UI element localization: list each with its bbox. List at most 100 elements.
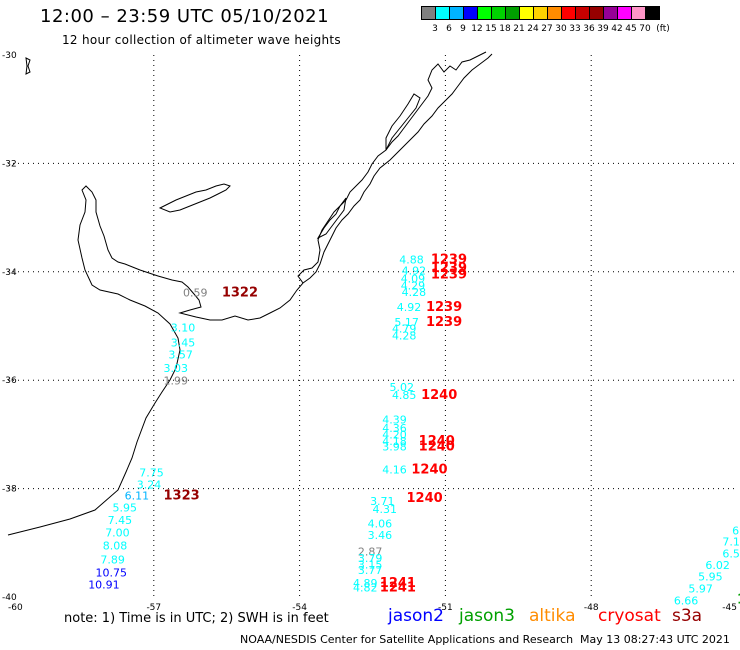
longitude-tick-label: -54 xyxy=(292,603,307,613)
wave-height-value: 5.02 xyxy=(390,381,415,394)
longitude-tick-label: -51 xyxy=(438,603,453,613)
colorbar-label: 30 xyxy=(555,24,567,34)
wave-height-value: 3.15 xyxy=(358,558,383,571)
latitude-tick-label: -40 xyxy=(2,593,17,603)
wave-height-value: 3.98 xyxy=(382,441,407,454)
wave-height-value: 4.89 xyxy=(353,577,378,590)
latitude-tick-label: -30 xyxy=(2,51,17,61)
credit-line: NOAA/NESDIS Center for Satellite Applica… xyxy=(240,633,574,646)
wave-height-value: 5.97 xyxy=(688,583,713,596)
wave-height-value: 4.39 xyxy=(382,414,407,427)
wave-height-value: 1.99 xyxy=(164,375,189,388)
colorbar-label: 39 xyxy=(597,24,609,34)
wave-height-value: 4.36 xyxy=(382,422,407,435)
pass-time-label: 1322 xyxy=(222,286,258,301)
wave-height-value: 5.95 xyxy=(112,501,136,514)
colorbar-label: 12 xyxy=(471,24,483,34)
pass-time-label: 1241 xyxy=(380,581,416,596)
wave-height-value: 7.75 xyxy=(139,467,164,480)
wave-height-value: 3.79 xyxy=(358,552,383,565)
wave-height-value: 3.57 xyxy=(168,349,193,362)
wave-height-value: 7.00 xyxy=(105,526,130,539)
latitude-tick-label: -38 xyxy=(2,485,17,495)
generated-timestamp: May 13 08:27:43 UTC 2021 xyxy=(580,633,730,646)
colorbar-label: 24 xyxy=(527,24,539,34)
latitude-tick-label: -34 xyxy=(2,268,17,278)
graticule xyxy=(8,55,737,597)
colorbar-labels: 3 6 9 12 15 18 21 24 27 30 33 36 39 42 45 70 (ft) xyxy=(421,24,670,36)
legend-jason2: jason2 xyxy=(388,606,444,626)
legend-s3a: s3a xyxy=(672,606,703,626)
wave-height-value: 4.82 xyxy=(353,582,378,595)
wave-height-value: 4.16 xyxy=(382,463,407,476)
wave-height-value: 10.91 xyxy=(88,578,120,591)
pass-time-label: 1239 xyxy=(431,253,467,268)
small-island xyxy=(25,57,31,75)
wave-height-value: 4.09 xyxy=(401,273,426,286)
wave-height-value: 0.59 xyxy=(183,287,208,300)
wave-height-colorbar: 3 6 9 12 15 18 21 24 27 30 33 36 39 42 45 70 (ft) xyxy=(421,6,670,36)
wave-height-value: 7.89 xyxy=(100,553,125,566)
wave-height-value: 4.29 xyxy=(401,280,426,293)
pass-time-label: 1240 xyxy=(419,434,455,449)
map-title: 12:00 – 23:59 UTC 05/10/2021 xyxy=(40,6,330,27)
longitude-tick-label: -57 xyxy=(146,603,161,613)
wave-height-value: 7.1 xyxy=(722,536,740,549)
wave-height-value: 4.31 xyxy=(373,503,398,516)
colorbar-label: 42 xyxy=(611,24,623,34)
units-note: note: 1) Time is in UTC; 2) SWH is in fe… xyxy=(64,611,329,626)
wave-height-value: 3.71 xyxy=(370,495,395,508)
lagoon-patos xyxy=(385,93,421,151)
wave-height-value: 4.28 xyxy=(392,330,417,343)
longitude-tick-label: -48 xyxy=(584,603,599,613)
wave-height-value: 4.06 xyxy=(368,518,393,531)
colorbar-label: 36 xyxy=(583,24,595,34)
legend-jason3: jason3 xyxy=(459,606,515,626)
legend-cryosat: cryosat xyxy=(598,606,661,626)
pass-time-label: 1240 xyxy=(407,491,443,506)
colorbar-cells xyxy=(421,6,660,20)
wave-height-value: 6.02 xyxy=(705,559,730,572)
pass-time-label: 1239 xyxy=(426,315,462,330)
latitude-tick-label: -36 xyxy=(2,376,17,386)
longitude-tick-label: -60 xyxy=(8,603,23,613)
wave-height-value: 8.08 xyxy=(103,539,128,552)
colorbar-label: (ft) xyxy=(656,24,670,34)
coastline-argentina xyxy=(7,53,493,536)
colorbar-label: 27 xyxy=(541,24,553,34)
colorbar-label: 21 xyxy=(513,24,525,34)
colorbar-label: 9 xyxy=(460,24,466,34)
wave-height-value: 3.03 xyxy=(164,362,189,375)
pass-time-label: 1240 xyxy=(411,462,447,477)
inland-lake xyxy=(158,183,231,213)
legend-altika: altika xyxy=(529,606,576,626)
colorbar-cell xyxy=(645,6,660,20)
colorbar-label: 70 xyxy=(639,24,651,34)
wave-height-value: 6.66 xyxy=(674,595,699,608)
wave-height-value: 4.92 xyxy=(397,301,422,314)
wave-height-value: 3.77 xyxy=(358,564,383,577)
colorbar-label: 15 xyxy=(485,24,497,34)
wave-height-value: 3.46 xyxy=(368,529,393,542)
pass-time-label: 1240 xyxy=(419,440,455,455)
wave-height-value: 6.5 xyxy=(732,525,740,538)
wave-height-value: 3.24 xyxy=(137,479,162,492)
latitude-tick-label: -32 xyxy=(2,159,17,169)
wave-height-value: 7.45 xyxy=(108,514,133,527)
wave-height-value: 10.75 xyxy=(95,566,127,579)
wave-height-value: 2.87 xyxy=(358,545,383,558)
colorbar-label: 3 xyxy=(432,24,438,34)
coastline-uruguay xyxy=(297,51,487,284)
colorbar-label: 33 xyxy=(569,24,581,34)
axis-tick-labels: -30 -32 -34 -36 -38 -40-60 -57 -54 -51 -48 -45 xyxy=(2,51,737,613)
wave-height-labels: 0.593.103.453.573.031.997.753.246.115.95… xyxy=(88,253,740,608)
wave-height-value: 5.17 xyxy=(394,316,419,329)
pass-time-label: 1239 xyxy=(426,300,462,315)
pass-time-label: 1239 xyxy=(431,261,467,276)
wave-height-value: 4.92 xyxy=(402,265,427,278)
pass-time-label: 1323 xyxy=(164,488,200,503)
wave-height-value: 4.79 xyxy=(392,323,417,336)
map-subtitle: 12 hour collection of altimeter wave hei… xyxy=(62,33,341,47)
wave-height-value: 4.20 xyxy=(382,429,407,442)
